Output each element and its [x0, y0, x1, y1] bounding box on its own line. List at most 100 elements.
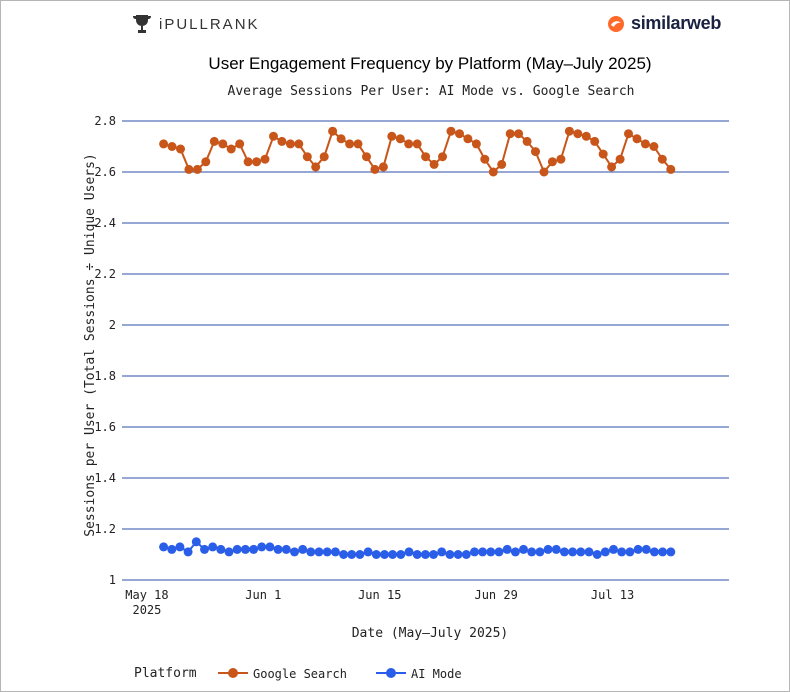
ai-mode-data-point — [167, 544, 177, 554]
ai-mode-data-point — [617, 547, 627, 557]
x-tick-label: Jun 15 — [358, 588, 401, 602]
google-search-data-point — [294, 139, 304, 149]
chart-subtitle: Average Sessions Per User: AI Mode vs. G… — [228, 84, 635, 99]
ai-mode-data-point — [445, 550, 455, 559]
ai-mode-data-point — [592, 550, 602, 559]
ai-mode-data-point — [412, 550, 422, 559]
google-search-data-point — [438, 152, 447, 162]
google-search-data-point — [649, 142, 659, 151]
google-search-data-point — [404, 139, 414, 149]
google-search-data-point — [235, 139, 245, 149]
ai-mode-data-point — [429, 550, 438, 559]
google-search-data-point — [192, 164, 202, 174]
ai-mode-data-point — [200, 544, 209, 554]
x-tick-label: Jun 1 — [245, 588, 281, 602]
ai-mode-data-point — [339, 550, 349, 559]
google-search-data-point — [370, 164, 380, 174]
google-search-data-point — [632, 134, 642, 144]
ai-mode-data-point — [224, 547, 234, 557]
ai-mode-data-point — [568, 547, 578, 557]
google-search-data-point — [463, 134, 473, 144]
y-tick-label: 2 — [109, 318, 116, 332]
ai-mode-data-point — [576, 547, 586, 557]
ai-mode-data-point — [551, 544, 561, 554]
x-axis-label: Date (May–July 2025) — [352, 626, 509, 641]
google-search-data-point — [421, 152, 431, 162]
google-search-data-point — [184, 164, 194, 174]
google-search-data-point — [167, 142, 177, 151]
google-search-data-point — [455, 129, 464, 139]
ai-mode-data-point — [396, 550, 406, 559]
google-search-data-point — [201, 157, 211, 167]
google-search-data-point — [480, 154, 490, 164]
ai-mode-data-point — [609, 544, 618, 554]
google-search-data-point — [471, 139, 481, 149]
google-search-data-point — [319, 152, 329, 162]
ai-mode-data-point — [543, 544, 553, 554]
ai-mode-data-point — [470, 547, 479, 557]
ai-mode-data-point — [363, 547, 373, 557]
ai-mode-data-point — [265, 542, 275, 552]
google-search-data-point — [497, 159, 507, 169]
series-layer — [159, 126, 676, 559]
google-search-data-point — [353, 139, 363, 149]
ai-mode-data-point — [257, 542, 267, 552]
ai-mode-data-point — [625, 547, 635, 557]
ai-mode-data-point — [494, 547, 504, 557]
google-search-data-point — [218, 139, 228, 149]
trophy-icon — [133, 15, 151, 33]
google-search-data-point — [590, 136, 600, 146]
ai-mode-data-point — [191, 537, 201, 547]
google-search-data-point — [598, 149, 608, 159]
ai-mode-data-point — [486, 547, 496, 557]
y-axis-label: Sessions per User (Total Sessions ÷ Uniq… — [83, 153, 98, 537]
ai-mode-data-point — [535, 547, 545, 557]
ai-mode-data-point — [478, 547, 488, 557]
ai-mode-data-point — [388, 550, 398, 559]
google-search-data-point — [607, 162, 617, 172]
ai-mode-data-point — [249, 544, 259, 554]
google-search-data-point — [328, 126, 338, 136]
ai-mode-data-point — [314, 547, 324, 557]
ai-mode-data-point — [461, 550, 471, 559]
google-search-data-point — [657, 154, 667, 164]
google-search-data-point — [446, 126, 456, 136]
google-search-data-point — [159, 139, 169, 149]
ai-mode-data-point — [527, 547, 537, 557]
y-tick-label: 1 — [109, 573, 116, 587]
ai-mode-data-point — [510, 547, 520, 557]
ai-mode-data-point — [232, 544, 242, 554]
google-search-data-point — [514, 129, 524, 139]
google-search-data-point — [547, 157, 557, 167]
google-search-data-point — [581, 131, 591, 141]
ai-mode-data-point — [437, 547, 447, 557]
ai-mode-data-point — [633, 544, 643, 554]
y-tick-label: 1.8 — [94, 369, 116, 383]
legend-item-ai-mode: AI Mode — [411, 667, 462, 681]
google-search-data-point — [302, 152, 312, 162]
ai-mode-data-point — [183, 547, 193, 557]
google-search-data-point — [505, 129, 515, 139]
google-search-data-point — [522, 136, 532, 146]
ai-mode-data-point — [641, 544, 651, 554]
y-tick-label: 2.2 — [94, 267, 116, 281]
y-tick-label: 1.4 — [94, 471, 116, 485]
chart-title: User Engagement Frequency by Platform (M… — [208, 54, 651, 73]
google-search-data-point — [260, 154, 270, 164]
x-tick-year-label: 2025 — [132, 603, 161, 617]
y-tick-label: 1.2 — [94, 522, 116, 536]
ai-mode-data-point — [298, 544, 308, 554]
ai-mode-data-point — [420, 550, 430, 559]
ai-mode-data-point — [281, 544, 291, 554]
ai-mode-data-point — [306, 547, 316, 557]
ai-mode-data-point — [208, 542, 218, 552]
ai-mode-data-point — [330, 547, 340, 557]
google-search-data-point — [345, 139, 355, 149]
google-search-data-point — [539, 167, 549, 177]
ai-mode-data-point — [519, 544, 528, 554]
google-search-data-point — [252, 157, 262, 167]
gridlines — [122, 120, 729, 581]
ai-mode-data-point — [175, 542, 185, 552]
google-search-data-point — [666, 164, 676, 174]
